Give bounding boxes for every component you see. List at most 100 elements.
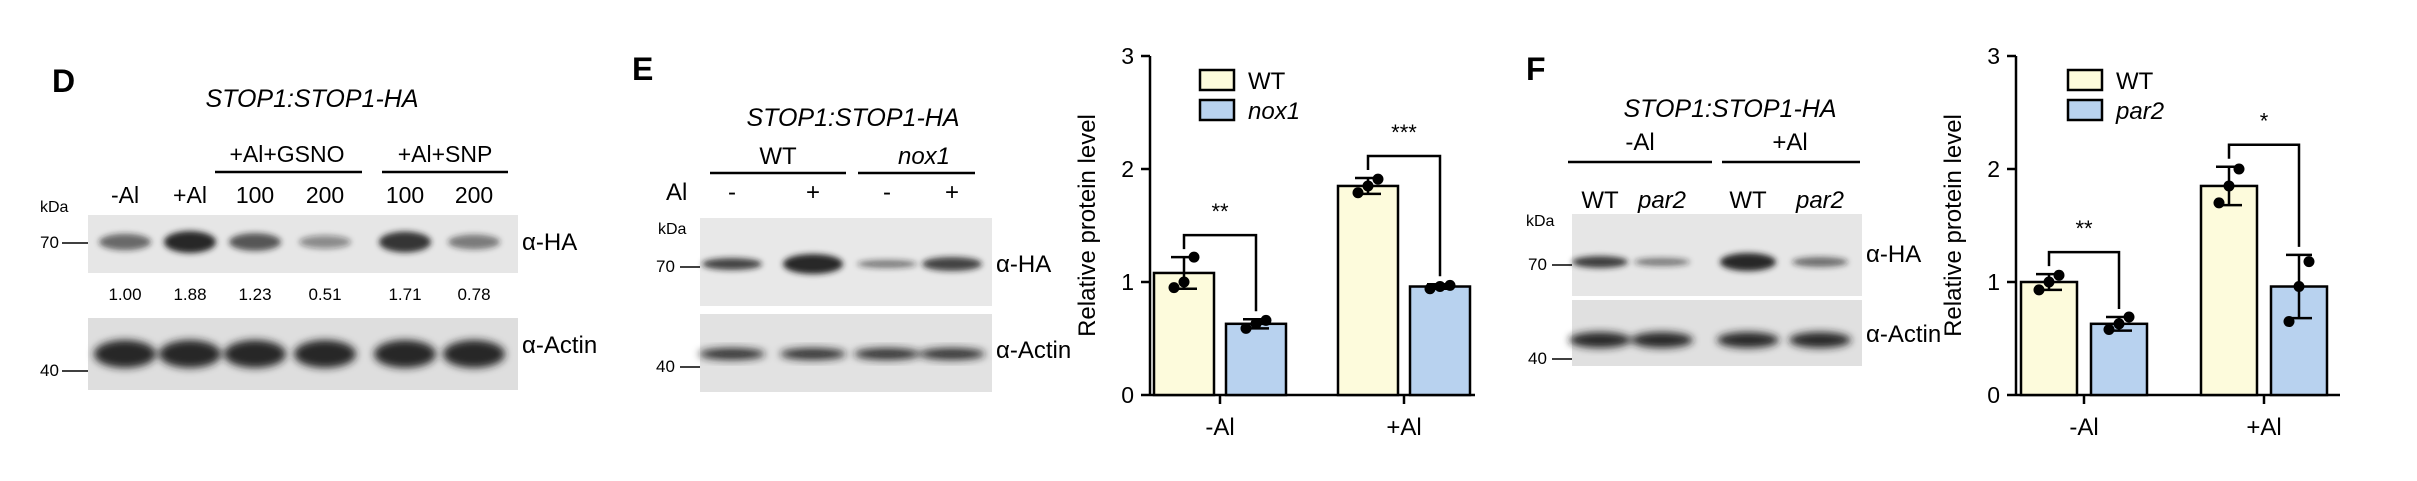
- data-point: [1424, 283, 1436, 295]
- blot-d-marker-70: 70: [40, 233, 59, 252]
- actin-band: [854, 348, 920, 360]
- bar: [2019, 280, 2079, 397]
- x-tick-label: -Al: [1205, 414, 1234, 441]
- data-point: [1372, 173, 1384, 185]
- bar: [1336, 184, 1400, 397]
- blot-f-group-minus: -Al: [1625, 129, 1654, 156]
- panel-label-d: D: [52, 63, 75, 99]
- blot-e-actin-bands: [699, 348, 985, 360]
- ha-band: [379, 231, 431, 253]
- significance-label: **: [1211, 199, 1229, 224]
- data-point: [2103, 323, 2115, 335]
- blot-e-kda: kDa: [658, 221, 687, 238]
- lane-label: WT: [1581, 187, 1619, 214]
- significance-label: ***: [1391, 120, 1417, 145]
- significance-bracket: [2047, 250, 2121, 310]
- bar: [1152, 271, 1216, 397]
- data-point: [2283, 316, 2295, 328]
- blot-d-title: STOP1:STOP1-HA: [205, 85, 418, 113]
- chart-f: 0 1 2 3 Relative protein level -Al ** +Al * WT par…: [1940, 43, 2340, 441]
- significance-label: *: [2260, 109, 2269, 134]
- data-point: [2043, 276, 2055, 288]
- chart-e: 0 1 2 3 Relative protein level -Al ** +Al *** WT n…: [1074, 43, 1475, 441]
- actin-band: [224, 340, 286, 368]
- ha-band: [164, 231, 216, 253]
- blot-f-actin-label: α-Actin: [1866, 321, 1941, 348]
- y-tick-label: 2: [1121, 156, 1134, 182]
- actin-band: [780, 348, 846, 360]
- lane-label: +: [806, 179, 820, 206]
- bar: [2199, 184, 2259, 397]
- blot-e-title: STOP1:STOP1-HA: [746, 104, 959, 132]
- blot-f-lane-labels: WT par2 WT par2: [1581, 187, 1844, 214]
- y-tick-label: 3: [1121, 43, 1134, 69]
- lane-label: par2: [1637, 187, 1686, 214]
- lane-label: +Al: [173, 182, 207, 208]
- data-point: [2303, 256, 2315, 268]
- lane-label: -: [728, 179, 736, 206]
- lane-label: 100: [236, 182, 274, 208]
- actin-band: [699, 348, 765, 360]
- blot-e-marker-70: 70: [656, 257, 675, 276]
- data-point: [2053, 269, 2065, 281]
- actin-band: [919, 348, 985, 360]
- lane-label: -: [883, 179, 891, 206]
- ha-band: [299, 235, 351, 249]
- data-point: [1188, 251, 1200, 263]
- data-point: [2233, 163, 2245, 175]
- blot-f-ha-membrane: [1572, 214, 1862, 296]
- blot-e-group-mut: nox1: [898, 143, 950, 170]
- blot-f-title: STOP1:STOP1-HA: [1623, 95, 1836, 123]
- lane-label: +: [945, 179, 959, 206]
- data-point: [1240, 322, 1252, 334]
- x-tick-label: +Al: [2246, 414, 2281, 441]
- blot-f-ha-label: α-HA: [1866, 241, 1921, 268]
- blot-f-marker-40: 40: [1528, 349, 1547, 368]
- blot-f-group-plus: +Al: [1772, 129, 1807, 156]
- data-point: [1168, 282, 1180, 294]
- data-point: [1260, 314, 1272, 326]
- actin-band: [159, 340, 221, 368]
- actin-band: [443, 340, 505, 368]
- y-tick-label: 3: [1987, 43, 2000, 69]
- y-tick-label: 0: [1121, 382, 1134, 408]
- actin-band: [294, 340, 356, 368]
- actin-band: [1569, 332, 1631, 348]
- data-point: [2223, 180, 2235, 192]
- actin-band: [1789, 332, 1851, 348]
- ha-band: [922, 257, 982, 271]
- significance-label: **: [2075, 216, 2093, 241]
- legend-swatch: [2066, 68, 2104, 92]
- data-point: [2113, 318, 2125, 330]
- lane-label: 100: [386, 182, 424, 208]
- significance-bracket: [2227, 143, 2301, 247]
- lane-label: WT: [1729, 187, 1767, 214]
- lane-label: 200: [455, 182, 493, 208]
- blot-d-actin-bands: [94, 340, 505, 368]
- x-tick-label: +Al: [1386, 414, 1421, 441]
- y-tick-label: 1: [1987, 269, 2000, 295]
- bar: [2089, 322, 2149, 397]
- data-point: [1362, 180, 1374, 192]
- blot-d-group-gsno: +Al+GSNO: [229, 141, 344, 167]
- ha-band: [1792, 257, 1848, 267]
- quant-value: 1.88: [173, 285, 206, 304]
- bar: [1224, 322, 1288, 397]
- ha-band: [229, 233, 281, 251]
- blot-e-marker-40: 40: [656, 357, 675, 376]
- blot-e-lane-labels: - + - +: [728, 179, 959, 206]
- ha-band: [702, 258, 762, 270]
- legend-label: WT: [2116, 68, 2154, 95]
- data-point: [1434, 281, 1446, 293]
- panel-label-f: F: [1526, 51, 1546, 87]
- ha-band: [1634, 258, 1690, 266]
- blot-e-ha-bands: [702, 254, 982, 274]
- blot-d-lane-labels: -Al +Al 100 200 100 200: [111, 182, 493, 208]
- legend-label: WT: [1248, 68, 1286, 95]
- ha-band: [857, 260, 917, 268]
- lane-label: par2: [1795, 187, 1844, 214]
- quant-value: 1.00: [108, 285, 141, 304]
- ha-band: [99, 233, 151, 251]
- y-axis-label: Relative protein level: [1940, 114, 1967, 337]
